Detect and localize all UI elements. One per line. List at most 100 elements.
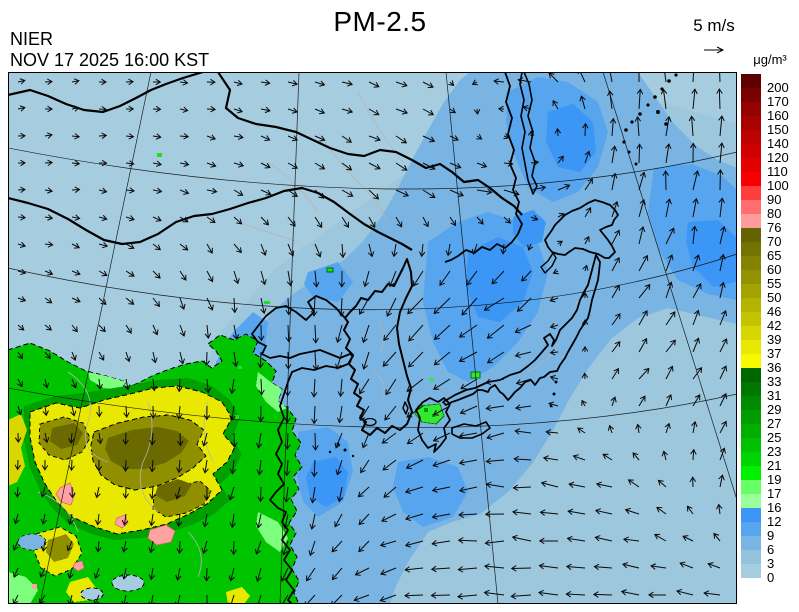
wind-arrow-icon <box>432 459 451 468</box>
wind-arrow-icon <box>94 486 101 499</box>
colorbar-tick-label: 170 <box>767 94 789 109</box>
wind-arrow-icon <box>622 562 640 569</box>
wind-arrow-icon <box>17 78 26 85</box>
wind-arrow-icon <box>537 589 559 597</box>
wind-arrow-icon <box>44 159 54 167</box>
wind-arrow-icon <box>176 459 183 474</box>
wind-arrow-icon <box>572 454 586 461</box>
wind-arrow-icon <box>284 405 291 424</box>
wind-arrow-icon <box>611 172 618 191</box>
wind-arrow-icon <box>122 459 129 473</box>
wind-arrow-icon <box>44 187 54 194</box>
wind-arrow-icon <box>577 73 586 83</box>
wind-arrow-icon <box>16 405 23 416</box>
wind-arrow-icon <box>510 565 532 572</box>
wind-arrow-icon <box>549 322 559 330</box>
wind-arrow-icon <box>688 115 696 137</box>
wind-arrow-icon <box>606 73 613 83</box>
wind-arrow-icon <box>353 594 370 602</box>
wind-arrow-icon <box>255 594 262 603</box>
wind-arrow-icon <box>282 513 290 530</box>
colorbar-tick-label: 50 <box>767 290 782 305</box>
colorbar-tick-label: 90 <box>767 192 782 207</box>
wind-arrow-icon <box>610 396 617 407</box>
wind-arrow-icon <box>44 132 53 139</box>
wind-arrow-icon <box>483 297 505 311</box>
wind-arrow-icon <box>177 432 184 447</box>
wind-arrow-icon <box>713 532 721 542</box>
wind-arrow-icon <box>98 159 108 167</box>
wind-arrow-icon <box>707 562 721 569</box>
wind-arrow-icon <box>337 378 345 398</box>
colorbar-segment <box>741 522 761 536</box>
wind-arrow-icon <box>484 539 505 546</box>
wind-arrow-icon <box>148 540 155 554</box>
wind-arrow-icon <box>449 189 464 197</box>
wind-arrow-icon <box>285 351 292 370</box>
wind-arrow-icon <box>460 378 478 390</box>
wind-arrow-icon <box>662 170 669 191</box>
wind-arrow-icon <box>125 215 135 222</box>
wind-arrow-icon <box>13 513 20 525</box>
wind-arrow-icon <box>284 432 291 450</box>
wind-arrow-icon <box>125 270 135 277</box>
wind-arrow-icon <box>449 107 456 114</box>
wind-arrow-icon <box>175 405 183 420</box>
coastlines <box>251 73 678 603</box>
wind-arrow-icon <box>258 378 265 396</box>
wind-arrow-icon <box>358 540 370 553</box>
wind-arrow-icon <box>449 135 459 141</box>
wind-arrow-icon <box>17 241 27 248</box>
wind-arrow-icon <box>395 216 403 228</box>
wind-arrow-icon <box>406 432 424 445</box>
colorbar-tick-label: 55 <box>767 276 782 291</box>
wind-arrow-icon <box>388 270 397 288</box>
wind-arrow-icon <box>719 338 728 353</box>
wind-arrow-icon <box>566 535 586 543</box>
colorbar-tick-label: 23 <box>767 444 782 459</box>
wind-arrow-icon <box>341 162 353 171</box>
wind-arrow-icon <box>176 540 183 555</box>
wind-arrow-icon <box>98 187 108 194</box>
wind-arrow-icon <box>432 432 451 442</box>
wind-arrow-icon <box>149 486 156 500</box>
wind-arrow-icon <box>610 145 618 164</box>
wind-arrow-icon <box>665 115 672 137</box>
wind-arrow-icon <box>611 229 621 245</box>
wind-arrow-icon <box>359 405 370 421</box>
wind-arrow-icon <box>538 562 559 570</box>
wind-arrow-icon <box>331 567 343 581</box>
wind-arrow-icon <box>283 486 290 503</box>
wind-arrow-icon <box>404 540 424 548</box>
wind-arrow-icon <box>362 270 370 288</box>
datetime-label: NOV 17 2025 16:00 KST <box>10 50 210 70</box>
wind-arrow-icon <box>71 378 78 389</box>
wind-arrow-icon <box>314 189 325 199</box>
wind-arrow-icon <box>285 324 292 343</box>
wind-arrow-icon <box>311 405 318 425</box>
wind-arrow-icon <box>152 215 162 222</box>
colorbar-segment <box>741 424 761 438</box>
wind-arrow-icon <box>257 486 264 503</box>
wind-arrow-icon <box>486 324 505 339</box>
wind-arrow-icon <box>567 508 586 516</box>
wind-arrow-icon <box>334 432 343 449</box>
wind-arrow-icon <box>395 189 410 197</box>
wind-arrow-icon <box>383 486 397 498</box>
wind-arrow-icon <box>17 378 23 388</box>
wind-arrow-icon <box>471 243 478 255</box>
wind-arrow-icon <box>150 378 158 392</box>
wind-arrow-icon <box>179 79 189 86</box>
wind-arrow-icon <box>408 324 424 342</box>
wind-arrow-icon <box>125 324 132 334</box>
wind-arrow-icon <box>148 567 156 581</box>
wind-arrow-icon <box>255 513 263 529</box>
wind-arrow-icon <box>718 142 725 164</box>
wind-arrow-icon <box>287 243 295 257</box>
wind-arrow-icon <box>500 243 507 255</box>
wind-arrow-icon <box>231 432 238 448</box>
wind-arrow-icon <box>287 162 299 169</box>
colorbar-tick-label: 33 <box>767 374 782 389</box>
colorbar-segment <box>741 130 761 144</box>
wind-arrow-icon <box>359 378 370 395</box>
